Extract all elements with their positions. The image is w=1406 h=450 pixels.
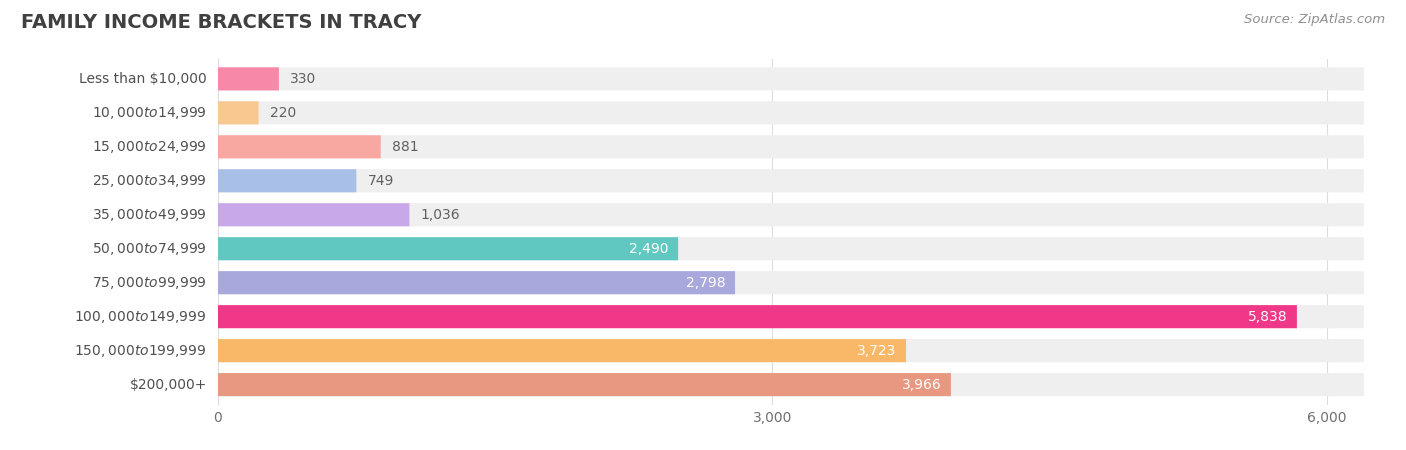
FancyBboxPatch shape bbox=[218, 169, 356, 192]
Text: FAMILY INCOME BRACKETS IN TRACY: FAMILY INCOME BRACKETS IN TRACY bbox=[21, 14, 422, 32]
FancyBboxPatch shape bbox=[218, 237, 678, 260]
FancyBboxPatch shape bbox=[218, 339, 905, 362]
Text: $35,000 to $49,999: $35,000 to $49,999 bbox=[91, 207, 207, 223]
FancyBboxPatch shape bbox=[218, 101, 259, 124]
Text: $150,000 to $199,999: $150,000 to $199,999 bbox=[75, 342, 207, 359]
Text: $10,000 to $14,999: $10,000 to $14,999 bbox=[91, 105, 207, 121]
FancyBboxPatch shape bbox=[218, 305, 1296, 328]
FancyBboxPatch shape bbox=[218, 373, 1364, 396]
Text: $75,000 to $99,999: $75,000 to $99,999 bbox=[91, 274, 207, 291]
FancyBboxPatch shape bbox=[218, 68, 278, 90]
FancyBboxPatch shape bbox=[218, 305, 1364, 328]
FancyBboxPatch shape bbox=[218, 203, 1364, 226]
Text: 3,966: 3,966 bbox=[901, 378, 942, 392]
Text: 2,490: 2,490 bbox=[630, 242, 669, 256]
FancyBboxPatch shape bbox=[218, 237, 1364, 260]
FancyBboxPatch shape bbox=[218, 135, 1364, 158]
Text: 220: 220 bbox=[270, 106, 295, 120]
Text: $100,000 to $149,999: $100,000 to $149,999 bbox=[75, 309, 207, 325]
FancyBboxPatch shape bbox=[218, 271, 1364, 294]
Text: 3,723: 3,723 bbox=[858, 344, 897, 358]
FancyBboxPatch shape bbox=[218, 169, 1364, 192]
Text: Less than $10,000: Less than $10,000 bbox=[79, 72, 207, 86]
FancyBboxPatch shape bbox=[218, 203, 409, 226]
FancyBboxPatch shape bbox=[218, 101, 1364, 124]
Text: 881: 881 bbox=[392, 140, 419, 154]
Text: $25,000 to $34,999: $25,000 to $34,999 bbox=[91, 173, 207, 189]
FancyBboxPatch shape bbox=[218, 68, 1364, 90]
Text: Source: ZipAtlas.com: Source: ZipAtlas.com bbox=[1244, 14, 1385, 27]
FancyBboxPatch shape bbox=[218, 373, 950, 396]
Text: 2,798: 2,798 bbox=[686, 276, 725, 290]
Text: $200,000+: $200,000+ bbox=[129, 378, 207, 392]
Text: 749: 749 bbox=[367, 174, 394, 188]
Text: 5,838: 5,838 bbox=[1249, 310, 1288, 324]
FancyBboxPatch shape bbox=[218, 339, 1364, 362]
Text: 1,036: 1,036 bbox=[420, 208, 460, 222]
FancyBboxPatch shape bbox=[218, 271, 735, 294]
FancyBboxPatch shape bbox=[218, 135, 381, 158]
Text: $50,000 to $74,999: $50,000 to $74,999 bbox=[91, 241, 207, 257]
Text: 330: 330 bbox=[290, 72, 316, 86]
Text: $15,000 to $24,999: $15,000 to $24,999 bbox=[91, 139, 207, 155]
